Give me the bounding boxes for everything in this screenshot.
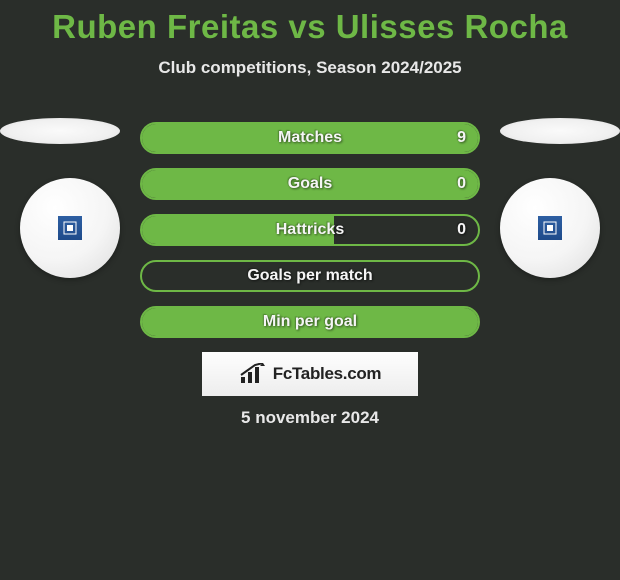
branding-card: FcTables.com [202,352,418,396]
stat-value-right: 9 [457,129,466,147]
stat-label: Min per goal [263,313,357,331]
stat-row: Matches 9 [140,122,480,154]
player-avatar-right [500,118,620,144]
player-avatar-left [0,118,120,144]
branding-text: FcTables.com [273,364,382,384]
stat-row: Min per goal [140,306,480,338]
stat-row: Goals 0 [140,168,480,200]
stat-label: Goals [288,175,332,193]
subtitle: Club competitions, Season 2024/2025 [0,58,620,78]
date-label: 5 november 2024 [0,408,620,428]
team-badge-left [20,178,120,278]
stat-value-right: 0 [457,175,466,193]
team-badge-right [500,178,600,278]
page-title: Ruben Freitas vs Ulisses Rocha [0,0,620,46]
stat-label: Matches [278,129,342,147]
chart-icon [239,363,267,385]
shield-icon [58,216,82,240]
stat-row: Hattricks 0 [140,214,480,246]
stat-row: Goals per match [140,260,480,292]
shield-icon [538,216,562,240]
stat-value-right: 0 [457,221,466,239]
stats-panel: Matches 9 Goals 0 Hattricks 0 Goals per match M… [140,122,480,352]
stat-label: Hattricks [276,221,344,239]
stat-label: Goals per match [247,267,372,285]
